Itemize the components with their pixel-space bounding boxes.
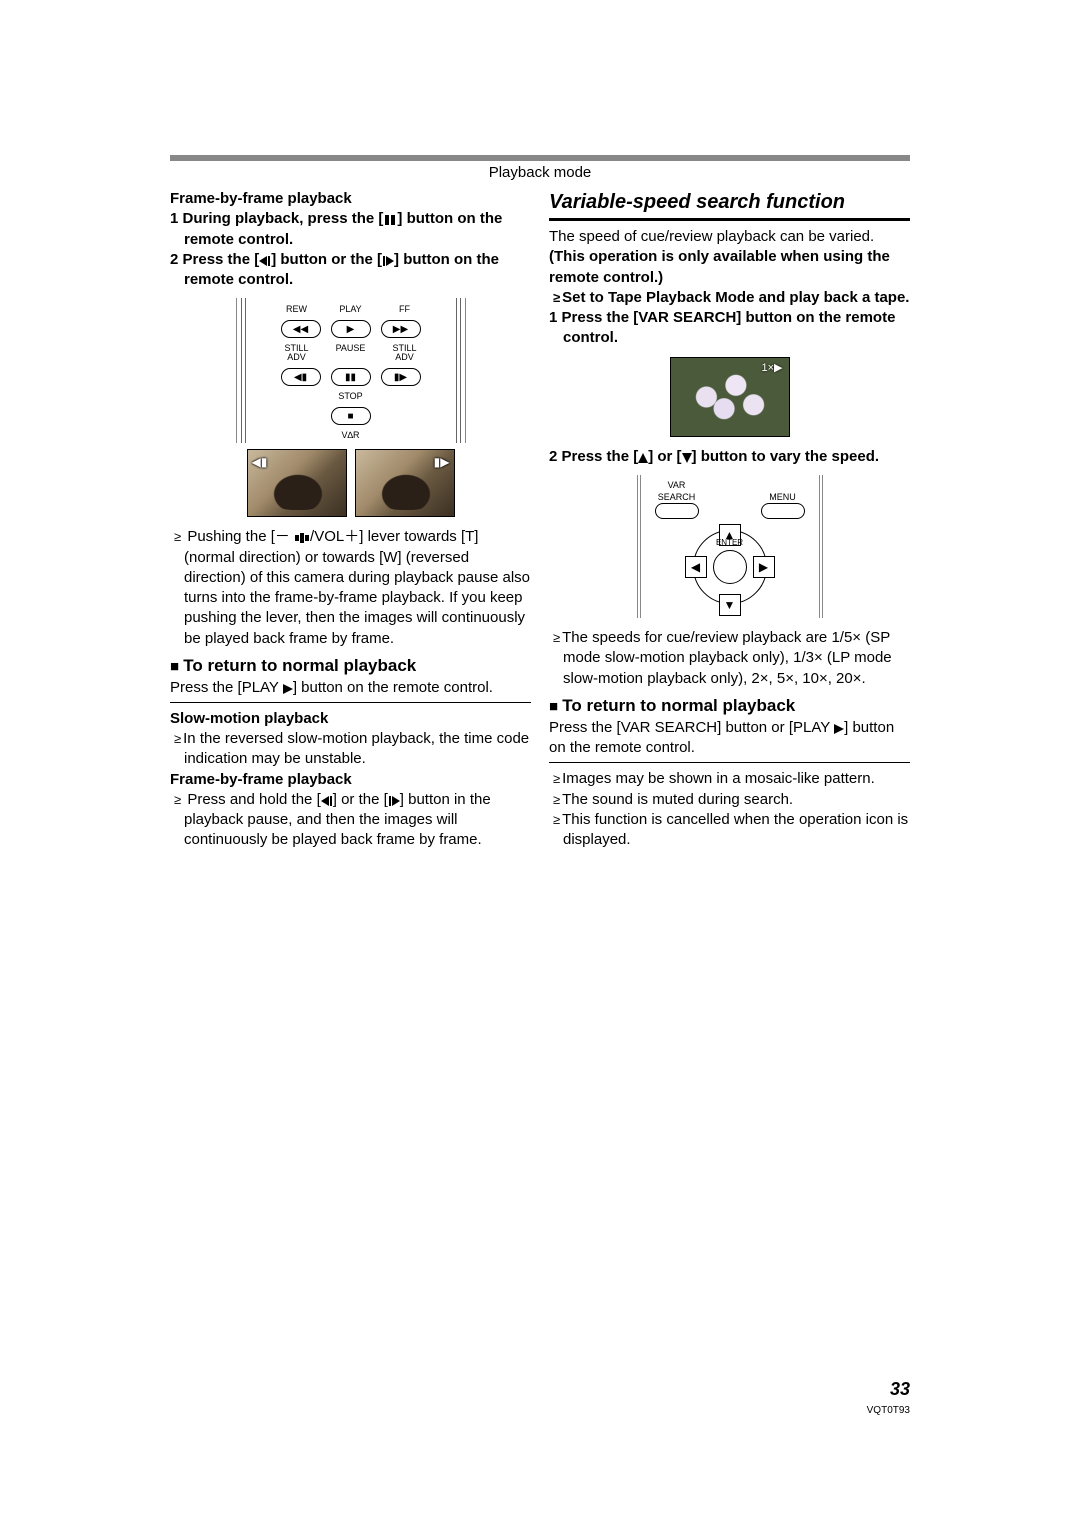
menu-label-r: MENU	[761, 491, 805, 503]
frame-by-frame-note-2: Press and hold the [] or the [] button i…	[170, 790, 531, 851]
page-number: 33	[890, 1379, 910, 1400]
top-rule	[170, 155, 910, 161]
enter-label: ENTER	[715, 538, 745, 549]
only-remote-note: (This operation is only available when u…	[549, 247, 910, 288]
content-columns: Frame-by-frame playback 1 During playbac…	[170, 189, 910, 851]
right-column: Variable-speed search function The speed…	[549, 189, 910, 851]
frame-by-frame-heading-2: Frame-by-frame playback	[170, 770, 531, 790]
frame-fwd-icon	[382, 256, 394, 266]
dpad-right: ▶	[753, 556, 775, 578]
pause-icon	[383, 215, 397, 225]
ff-label: FF	[383, 305, 427, 314]
play-button: ▶	[331, 320, 371, 338]
set-tape-note: Set to Tape Playback Mode and play back …	[549, 288, 910, 308]
stop-button: ■	[331, 407, 371, 425]
note-muted: The sound is muted during search.	[549, 790, 910, 810]
dog-thumb-right: ▮▶	[355, 449, 455, 517]
pause-button: ▮▮	[331, 368, 371, 386]
play-label: PLAY	[329, 305, 373, 314]
chapter-title: Playback mode	[170, 164, 910, 181]
dog-thumb-left: ◀▮	[247, 449, 347, 517]
rew-button: ◀◀	[281, 320, 321, 338]
varspeed-intro: The speed of cue/review playback can be …	[549, 227, 910, 247]
remote-control-figure: REW PLAY FF ◀◀ ▶ ▶▶ STILL ADV PAUSE STIL…	[236, 298, 466, 517]
frame-fwd-icon-2	[388, 796, 400, 806]
doc-code: VQT0T93	[867, 1405, 910, 1416]
frame-rev-icon	[259, 256, 271, 266]
dog-thumbnails: ◀▮ ▮▶	[236, 449, 466, 517]
control-pad-figure: VAR SEARCH MENU ▲ ▼ ◀ ▶ ENTER	[635, 475, 825, 618]
stilladv-fwd-button: ▮▶	[381, 368, 421, 386]
dpad-down: ▼	[719, 594, 741, 616]
up-triangle-icon	[638, 453, 648, 463]
frame-rev-icon-2	[321, 796, 333, 806]
play-icon	[283, 684, 293, 694]
stilladv-rev-button: ◀▮	[281, 368, 321, 386]
var-label-r: VAR	[655, 479, 699, 491]
left-column: Frame-by-frame playback 1 During playbac…	[170, 189, 531, 851]
slow-motion-note: In the reversed slow-motion playback, th…	[170, 729, 531, 770]
var-label: V∆R	[329, 431, 373, 440]
right-step-2: 2 Press the [] or [] button to vary the …	[549, 447, 910, 467]
left-step-1: 1 During playback, press the [] button o…	[170, 209, 531, 250]
return-normal-body-left: Press the [PLAY ] button on the remote c…	[170, 678, 531, 698]
stilladv-r-label: STILL ADV	[383, 344, 427, 362]
down-triangle-icon	[682, 453, 692, 463]
d-pad: ▲ ▼ ◀ ▶ ENTER	[675, 524, 785, 614]
note-mosaic: Images may be shown in a mosaic-like pat…	[549, 769, 910, 789]
slow-motion-heading: Slow-motion playback	[170, 709, 531, 729]
zoom-icon	[294, 533, 310, 543]
return-normal-heading-left: To return to normal playback	[170, 655, 531, 678]
menu-button	[761, 503, 805, 519]
speeds-note: The speeds for cue/review playback are 1…	[549, 628, 910, 689]
right-step-1: 1 Press the [VAR SEARCH] button on the r…	[549, 308, 910, 349]
divider-left	[170, 702, 531, 703]
flowers-thumbnail: 1×▶	[670, 357, 790, 437]
search-label-r: SEARCH	[655, 491, 699, 503]
pause-label: PAUSE	[329, 344, 373, 362]
rew-label: REW	[275, 305, 319, 314]
speed-badge: 1×▶	[761, 361, 782, 376]
left-step-2: 2 Press the [] button or the [] button o…	[170, 250, 531, 291]
push-lever-note: Pushing the [－ /VOL＋] lever towards [T] …	[170, 527, 531, 649]
ff-button: ▶▶	[381, 320, 421, 338]
play-icon-2	[834, 724, 844, 734]
frame-by-frame-heading: Frame-by-frame playback	[170, 189, 531, 209]
variable-speed-title: Variable-speed search function	[549, 189, 910, 221]
divider-right	[549, 762, 910, 763]
note-cancelled: This function is cancelled when the oper…	[549, 810, 910, 851]
stilladv-l-label: STILL ADV	[275, 344, 319, 362]
return-normal-body-right: Press the [VAR SEARCH] button or [PLAY ]…	[549, 718, 910, 759]
dpad-left: ◀	[685, 556, 707, 578]
stop-label: STOP	[329, 392, 373, 401]
return-normal-heading-right: To return to normal playback	[549, 695, 910, 718]
var-search-button	[655, 503, 699, 519]
